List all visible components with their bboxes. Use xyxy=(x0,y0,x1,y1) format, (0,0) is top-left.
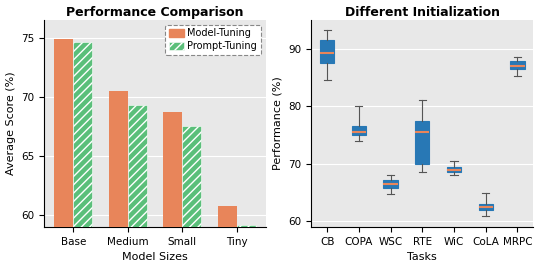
PathPatch shape xyxy=(478,204,493,210)
Bar xyxy=(163,112,183,227)
Bar xyxy=(128,105,147,227)
Bar xyxy=(54,39,73,227)
PathPatch shape xyxy=(415,121,429,164)
X-axis label: Tasks: Tasks xyxy=(407,252,437,262)
Bar xyxy=(183,126,201,227)
PathPatch shape xyxy=(383,180,397,188)
PathPatch shape xyxy=(320,40,334,63)
Bar xyxy=(109,91,128,227)
PathPatch shape xyxy=(510,61,524,69)
Bar xyxy=(73,42,92,227)
Legend: Model-Tuning, Prompt-Tuning: Model-Tuning, Prompt-Tuning xyxy=(165,25,261,55)
Bar xyxy=(237,225,256,227)
Title: Different Initialization: Different Initialization xyxy=(345,6,500,18)
X-axis label: Model Sizes: Model Sizes xyxy=(122,252,188,262)
Y-axis label: Average Score (%): Average Score (%) xyxy=(5,72,16,175)
PathPatch shape xyxy=(352,126,366,135)
PathPatch shape xyxy=(447,167,461,172)
Bar xyxy=(218,206,237,227)
Y-axis label: Performance (%): Performance (%) xyxy=(273,77,283,170)
Title: Performance Comparison: Performance Comparison xyxy=(66,6,244,18)
